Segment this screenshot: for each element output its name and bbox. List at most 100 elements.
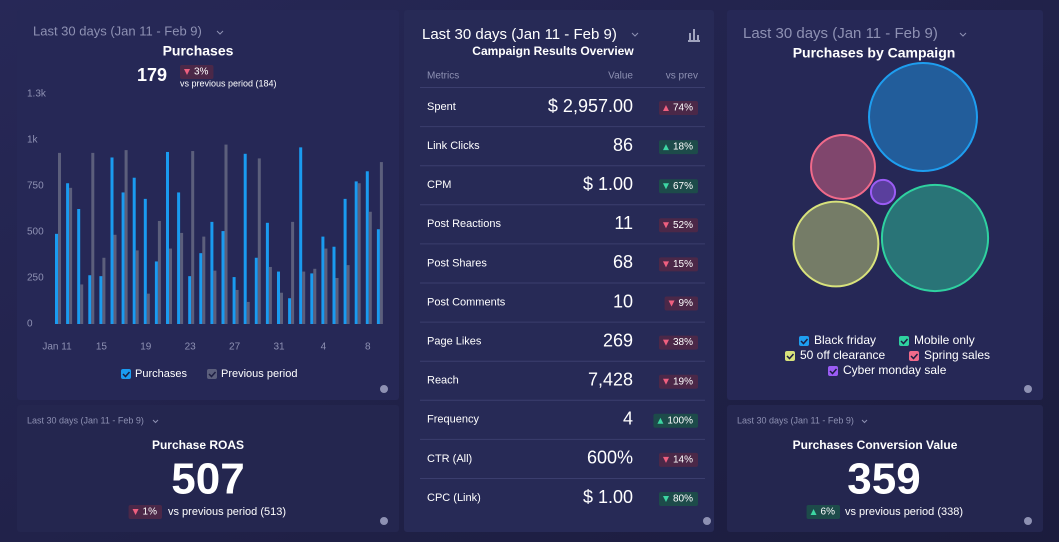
legend-checkbox[interactable]	[121, 369, 131, 379]
date-range[interactable]: Last 30 days (Jan 11 - Feb 9)	[27, 415, 144, 425]
kpi-note: vs previous period (184)	[180, 78, 277, 88]
bar	[191, 151, 195, 324]
change-value: 9%	[679, 298, 694, 309]
legend-label[interactable]: Mobile only	[914, 333, 975, 347]
bar	[80, 284, 84, 324]
bar	[343, 198, 347, 324]
dropdown-caret[interactable]	[861, 419, 868, 424]
bar	[332, 246, 336, 324]
date-range[interactable]: Last 30 days (Jan 11 - Feb 9)	[743, 25, 938, 42]
info-icon[interactable]	[380, 517, 388, 525]
kpi-value: 507	[171, 455, 244, 504]
legend-check	[800, 338, 809, 345]
x-tick-label: 8	[365, 342, 371, 353]
bubble[interactable]	[880, 183, 990, 293]
column-header: Metrics	[427, 71, 459, 82]
kpi-note: vs previous period (513)	[168, 506, 286, 518]
metric-name: Reach	[427, 375, 459, 387]
bar	[291, 221, 295, 324]
info-icon[interactable]	[1024, 385, 1032, 393]
bar	[210, 221, 214, 324]
change-arrow	[662, 105, 669, 111]
bar	[166, 151, 169, 324]
change-badge	[658, 335, 698, 350]
change-badge	[653, 413, 698, 428]
legend-label[interactable]: Black friday	[814, 333, 876, 347]
bubble[interactable]	[868, 62, 978, 172]
legend-checkbox[interactable]	[899, 336, 909, 346]
legend-label[interactable]: Cyber monday sale	[843, 363, 947, 377]
kpi-value: 359	[847, 455, 920, 504]
bar	[154, 261, 158, 324]
change-arrow	[668, 300, 675, 307]
dropdown-caret[interactable]	[631, 32, 639, 37]
legend-checkbox[interactable]	[785, 351, 795, 361]
legend-checkbox[interactable]	[799, 336, 809, 346]
bar	[280, 292, 283, 324]
metric-name: Link Clicks	[427, 140, 480, 152]
widget-title: Purchases Conversion Value	[793, 438, 958, 452]
change-arrow	[810, 509, 817, 515]
bar	[310, 273, 314, 324]
bar	[324, 248, 328, 324]
chart-type-icon[interactable]	[688, 29, 700, 42]
change-arrow	[662, 339, 669, 346]
panel	[727, 405, 1043, 532]
bubble[interactable]	[869, 178, 897, 206]
change-badge	[128, 505, 162, 519]
y-tick-label: 750	[27, 181, 44, 192]
bubble[interactable]	[792, 200, 880, 288]
change-value: 15%	[673, 259, 693, 270]
change-badge	[658, 218, 698, 233]
x-tick-label: 15	[96, 342, 108, 353]
info-icon[interactable]	[703, 517, 711, 525]
change-badge	[658, 140, 698, 155]
bar	[299, 147, 303, 324]
legend-checkbox[interactable]	[828, 366, 838, 376]
metric-name: Post Reactions	[427, 218, 501, 230]
legend-label[interactable]: 50 off clearance	[800, 348, 885, 362]
legend-check	[829, 368, 838, 375]
metric-name: Post Comments	[427, 296, 506, 308]
legend-checkbox[interactable]	[207, 369, 217, 379]
change-value: 80%	[673, 494, 693, 505]
legend-checkbox[interactable]	[909, 351, 919, 361]
info-icons	[380, 385, 1032, 525]
metric-value: $ 2,957.00	[548, 96, 633, 116]
widget-title: Purchase ROAS	[152, 438, 244, 452]
bubble[interactable]	[810, 134, 876, 200]
metric-name: CPC (Link)	[427, 492, 481, 504]
metric-value: 269	[603, 330, 633, 350]
bar	[224, 144, 228, 324]
bar	[246, 301, 250, 324]
bar	[102, 257, 106, 324]
info-icon[interactable]	[1024, 517, 1032, 525]
bar	[288, 298, 292, 324]
date-range[interactable]: Last 30 days (Jan 11 - Feb 9)	[422, 26, 617, 43]
x-tick-label: 23	[185, 342, 197, 353]
dropdown-caret[interactable]	[152, 419, 159, 424]
bar	[321, 236, 325, 324]
widget-title: Purchases by Campaign	[793, 45, 956, 61]
x-tick-label: Jan 11	[42, 342, 72, 353]
change-value: 38%	[673, 337, 693, 348]
date-range[interactable]: Last 30 days (Jan 11 - Feb 9)	[737, 415, 854, 425]
bar	[346, 265, 350, 324]
y-tick-label: 500	[27, 227, 44, 238]
bar	[268, 266, 272, 324]
legend-check	[786, 353, 795, 360]
bar	[335, 278, 339, 324]
dropdown-caret[interactable]	[959, 32, 967, 37]
legend-label[interactable]: Previous period	[221, 368, 297, 380]
dropdown-caret[interactable]	[216, 30, 224, 35]
legend-label[interactable]: Spring sales	[924, 348, 990, 362]
bar	[202, 236, 206, 324]
date-range[interactable]: Last 30 days (Jan 11 - Feb 9)	[33, 23, 202, 38]
info-icon[interactable]	[380, 385, 388, 393]
panel	[727, 10, 1043, 400]
legend-label[interactable]: Purchases	[135, 368, 187, 380]
widget-title: Campaign Results Overview	[472, 44, 634, 58]
change-value: 100%	[667, 415, 693, 426]
change-arrow	[662, 378, 669, 385]
